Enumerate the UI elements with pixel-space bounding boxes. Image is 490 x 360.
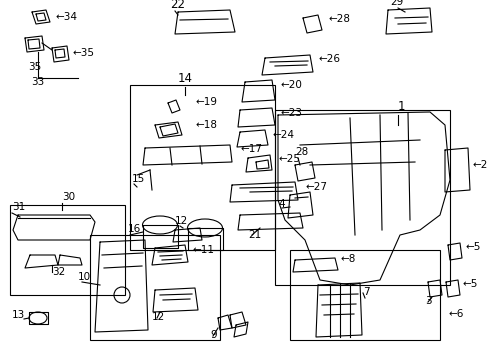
Text: 21: 21	[248, 230, 261, 240]
Text: ←35: ←35	[72, 48, 94, 58]
Text: 22: 22	[170, 0, 185, 11]
Text: 30: 30	[62, 192, 75, 202]
Text: 12: 12	[152, 312, 165, 322]
Bar	[130, 85, 275, 250]
Text: 10: 10	[78, 272, 91, 282]
Text: ←11: ←11	[192, 245, 214, 255]
Text: ←5: ←5	[465, 242, 480, 252]
Text: ←19: ←19	[195, 97, 217, 107]
Text: ←34: ←34	[55, 12, 77, 22]
Text: ←2: ←2	[472, 160, 488, 170]
Text: 12: 12	[175, 216, 188, 226]
Text: ←5: ←5	[462, 279, 477, 289]
Text: 9: 9	[210, 330, 217, 340]
Text: ←6: ←6	[448, 309, 464, 319]
Bar	[10, 205, 125, 295]
Text: ←20: ←20	[280, 80, 302, 90]
Text: 14: 14	[177, 72, 193, 85]
Text: 1: 1	[398, 100, 406, 113]
Text: 4: 4	[278, 199, 285, 209]
Text: 29: 29	[390, 0, 403, 7]
Bar	[275, 110, 450, 285]
Text: 33: 33	[31, 77, 45, 87]
Text: 28: 28	[295, 147, 308, 157]
Text: ←25: ←25	[278, 154, 300, 164]
Text: ←27: ←27	[305, 182, 327, 192]
Bar	[90, 235, 220, 340]
Text: 32: 32	[52, 267, 65, 277]
Text: ←23: ←23	[280, 108, 302, 118]
Text: 7: 7	[363, 287, 369, 297]
Text: ←8: ←8	[340, 254, 355, 264]
Text: ←26: ←26	[318, 54, 340, 64]
Text: ←17: ←17	[240, 144, 262, 154]
Text: ←18: ←18	[195, 120, 217, 130]
Bar	[290, 250, 440, 340]
Text: 35: 35	[28, 62, 42, 72]
Text: 3: 3	[425, 296, 432, 306]
Text: 13: 13	[12, 310, 25, 320]
Text: 16: 16	[128, 224, 141, 234]
Text: 31: 31	[12, 202, 25, 212]
Text: 15: 15	[132, 174, 145, 184]
Text: ←28: ←28	[328, 14, 350, 24]
Text: ←24: ←24	[272, 130, 294, 140]
